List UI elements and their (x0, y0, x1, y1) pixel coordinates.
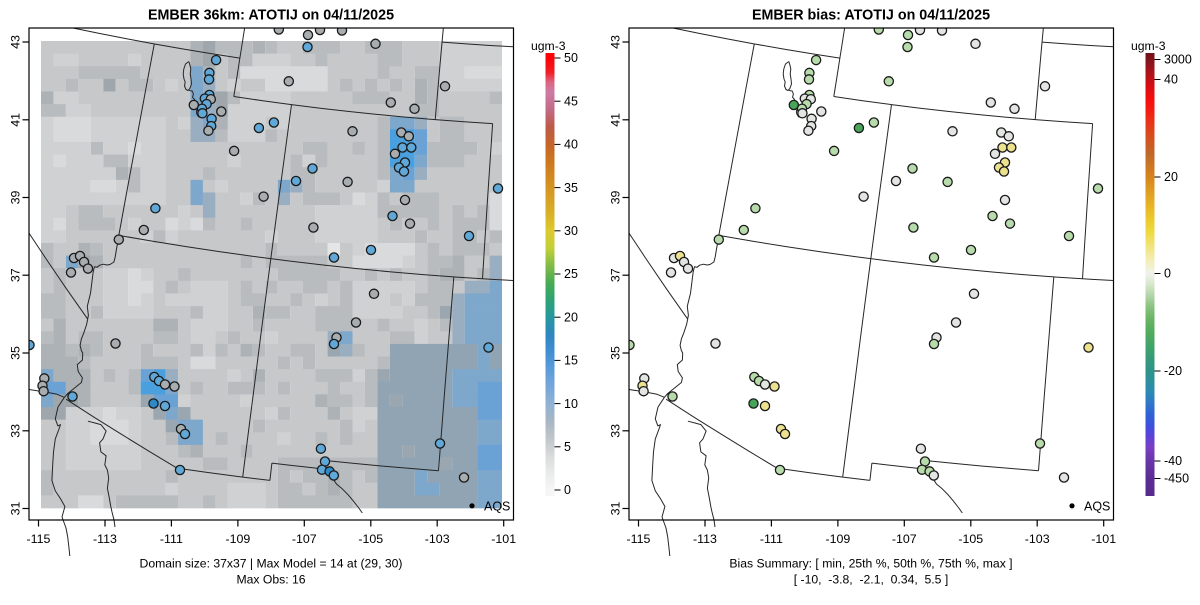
svg-text:-101: -101 (1091, 532, 1116, 546)
svg-text:20: 20 (564, 310, 578, 324)
svg-text:35: 35 (609, 346, 623, 360)
svg-text:35: 35 (9, 346, 23, 360)
svg-text:-109: -109 (225, 532, 250, 546)
svg-text:43: 43 (609, 35, 623, 49)
svg-text:-103: -103 (1025, 532, 1050, 546)
svg-text:-103: -103 (425, 532, 450, 546)
svg-text:-113: -113 (693, 532, 717, 546)
svg-text:5: 5 (564, 440, 571, 454)
svg-text:-113: -113 (93, 532, 117, 546)
svg-text:-101: -101 (491, 532, 516, 546)
svg-text:-115: -115 (27, 532, 51, 546)
svg-text:-111: -111 (160, 532, 183, 546)
svg-text:40: 40 (564, 138, 578, 152)
svg-text:41: 41 (8, 113, 22, 127)
svg-text:50: 50 (564, 51, 578, 65)
svg-text:0: 0 (1164, 267, 1171, 281)
svg-text:-20: -20 (1164, 364, 1182, 378)
svg-text:35: 35 (564, 181, 578, 195)
svg-text:-105: -105 (358, 532, 383, 546)
svg-text:33: 33 (608, 424, 622, 438)
svg-text:Max Obs: 16: Max Obs: 16 (236, 573, 305, 587)
svg-text:Bias Summary: [ min, 25th %, 5: Bias Summary: [ min, 25th %, 50th %, 75t… (729, 557, 1012, 571)
svg-text:[ -10, -3.8, -2.1, 0.34, 5: [ -10, -3.8, -2.1, 0.34, 5.5 ] (794, 573, 948, 587)
svg-text:25: 25 (564, 267, 578, 281)
svg-text:AQS: AQS (1084, 500, 1110, 514)
svg-text:EMBER 36km: ATOTIJ on 04/11/20: EMBER 36km: ATOTIJ on 04/11/2025 (148, 8, 394, 24)
svg-text:-450: -450 (1164, 472, 1189, 486)
svg-text:10: 10 (564, 397, 578, 411)
svg-text:31: 31 (9, 502, 23, 516)
svg-text:20: 20 (1164, 170, 1178, 184)
svg-text:3000: 3000 (1164, 53, 1192, 67)
svg-text:37: 37 (609, 268, 623, 282)
svg-text:-105: -105 (958, 532, 983, 546)
svg-text:45: 45 (564, 94, 578, 108)
svg-text:37: 37 (9, 268, 23, 282)
svg-text:-111: -111 (760, 532, 783, 546)
svg-text:AQS: AQS (484, 500, 510, 514)
svg-text:-107: -107 (292, 532, 317, 546)
svg-text:-40: -40 (1164, 454, 1182, 468)
svg-text:ugm-3: ugm-3 (1131, 39, 1166, 53)
svg-text:ugm-3: ugm-3 (531, 39, 566, 53)
svg-text:39: 39 (9, 191, 23, 205)
svg-text:15: 15 (564, 354, 578, 368)
svg-text:41: 41 (608, 113, 622, 127)
svg-text:-115: -115 (627, 532, 651, 546)
svg-text:30: 30 (564, 224, 578, 238)
svg-text:0: 0 (564, 483, 571, 497)
svg-text:40: 40 (1164, 73, 1178, 87)
svg-text:-107: -107 (892, 532, 917, 546)
svg-text:39: 39 (609, 191, 623, 205)
svg-text:33: 33 (8, 424, 22, 438)
svg-text:-109: -109 (825, 532, 850, 546)
svg-text:31: 31 (609, 502, 623, 516)
svg-text:Domain size: 37x37 | Max Model: Domain size: 37x37 | Max Model = 14 at (… (140, 557, 403, 571)
svg-text:EMBER bias: ATOTIJ on 04/11/20: EMBER bias: ATOTIJ on 04/11/2025 (752, 8, 990, 24)
svg-text:43: 43 (9, 35, 23, 49)
